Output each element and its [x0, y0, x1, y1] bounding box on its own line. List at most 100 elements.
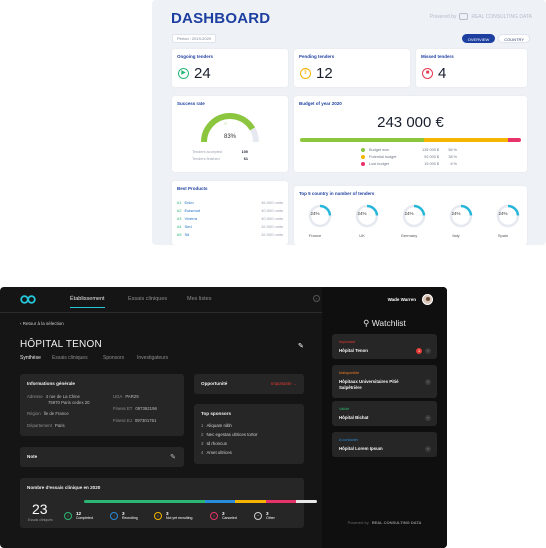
tab-overview[interactable]: OVERVIEW: [461, 34, 496, 43]
success-row: Tenders accepted 100: [192, 150, 248, 154]
nav-essais-cliniques[interactable]: Essais cliniques: [128, 296, 168, 302]
tab-essais-cliniques[interactable]: Essais cliniques: [52, 355, 88, 361]
country-name: Germany: [400, 233, 418, 238]
country-donut[interactable]: 24% Italy: [441, 201, 481, 238]
bar-segment: [296, 500, 317, 503]
watchlist-status: Indisponible: [339, 371, 360, 375]
back-link[interactable]: ‹ Retour à la sélection: [20, 321, 64, 326]
list-item[interactable]: 2 Nec egestas ultrices tortor: [201, 432, 258, 437]
view-toggle: OVERVIEW COUNTRY: [461, 34, 530, 43]
country-donut[interactable]: 24% UK: [347, 201, 387, 238]
list-item[interactable]: 1 Aliquam nibh: [201, 423, 232, 428]
watchlist-item[interactable]: Indisponible Hôpitaux Universitaires Pit…: [332, 365, 437, 398]
list-item[interactable]: #3 Viverra 40.000 units: [177, 216, 283, 221]
country-donut[interactable]: 24% Germany: [394, 201, 434, 238]
chevron-right-icon[interactable]: ›: [425, 415, 431, 421]
list-item[interactable]: #5 Sit 32.000 units: [177, 232, 283, 237]
status-recruiting[interactable]: › 3 Recruiting: [110, 511, 138, 520]
list-item[interactable]: #1 Enim 46.000 units: [177, 200, 283, 205]
watchlist-status: Validé: [339, 407, 350, 411]
note-title: Note: [27, 454, 38, 459]
country-donut[interactable]: 24% France: [300, 201, 340, 238]
top-countries-card: Top 5 country in number of tenders 24% Fr…: [294, 186, 527, 245]
watchlist-item[interactable]: Important Hôpital Tenon 1 ›: [332, 334, 437, 359]
user-menu[interactable]: Wade Warren: [388, 294, 433, 305]
user-name: Wade Warren: [387, 297, 416, 302]
period-selector[interactable]: Period : 2019-2020: [172, 34, 217, 43]
edit-icon[interactable]: ✎: [170, 454, 176, 461]
country-pct: 24%: [404, 211, 414, 216]
success-gauge: [201, 113, 259, 143]
collapse-icon[interactable]: ‹: [313, 295, 320, 302]
brand-name: REAL CONSULTING DATA: [471, 13, 532, 20]
tab-sponsors[interactable]: Sponsors: [103, 355, 125, 361]
legend-pct: 38 %: [448, 155, 457, 159]
success-row-value: 61: [243, 157, 248, 161]
success-rate-card: Success rate ○ 83% Tenders accepted 100 …: [172, 96, 288, 172]
list-item[interactable]: #4 Sed 32.000 units: [177, 224, 283, 229]
kpi-card-pending[interactable]: Pending tenders ǁ 12: [294, 49, 410, 87]
country-name: Italy: [452, 233, 460, 238]
nav-etablissement[interactable]: Établissement: [70, 296, 105, 309]
legend-label: Potential budget: [369, 155, 397, 159]
best-products-title: Best Products: [177, 186, 208, 191]
list-item[interactable]: #2 Euismod 40.000 units: [177, 208, 283, 213]
status-completed[interactable]: ✓ 12 Completed: [64, 511, 93, 520]
list-item[interactable]: 4 Amet ultrices: [201, 450, 232, 455]
watchlist-title: ⚲ Watchlist: [363, 318, 406, 328]
chevron-right-icon[interactable]: ›: [425, 446, 431, 452]
legend-dot-icon: [361, 155, 365, 159]
trials-title: Nombre d'essais clinique en 2020: [27, 485, 101, 490]
tab-synthese[interactable]: Synthèse: [20, 355, 41, 361]
uga-field: UGA PAR29: [113, 394, 139, 399]
watchlist-name: Hôpitaux Universitaires Pitié Salpêtrièr…: [339, 379, 399, 390]
powered-by: Powered by REAL CONSULTING DATA: [347, 520, 422, 525]
top-nav: Établissement Essais cliniques Mes liste…: [0, 287, 322, 313]
avatar[interactable]: [422, 294, 433, 305]
legend-value: 135 009 $: [422, 148, 439, 152]
watchlist-item[interactable]: Validé Hôpital Bichat ›: [332, 401, 437, 426]
address-field: Adresse 4 rue de La Chine: [27, 394, 80, 399]
address-line2: 75970 Paris cedex 20: [48, 400, 90, 405]
chevron-right-icon[interactable]: ›: [425, 348, 431, 354]
watchlist-status: A contacter: [339, 438, 358, 442]
legend-pct: 6 %: [450, 162, 457, 166]
opportunity-card: Opportunité Importante →: [194, 374, 304, 394]
country-donut[interactable]: 24% Spain: [488, 201, 528, 238]
kpi-label: Pending tenders: [299, 54, 335, 59]
minus-icon: −: [254, 511, 262, 520]
status-other[interactable]: − 3 Other: [254, 511, 275, 520]
tab-country[interactable]: COUNTRY: [498, 34, 530, 43]
donut-ring: [308, 204, 332, 228]
kpi-card-missed[interactable]: Missed tenders ■ 4: [416, 49, 527, 87]
top-countries-title: Top 5 country in number of tenders: [299, 191, 375, 196]
watchlist-panel: Wade Warren ⚲ Watchlist Important Hôpita…: [322, 287, 447, 548]
budget-legend-potential: Potential budget 92 000 $ 38 %: [361, 155, 457, 159]
success-row: Tenders finished 61: [192, 157, 248, 161]
chevron-right-icon[interactable]: ›: [425, 379, 431, 385]
watchlist-name: Hôpital Lorem Ipsum: [339, 446, 383, 451]
success-row-label: Tenders accepted: [192, 150, 222, 154]
status-not-yet-recruiting[interactable]: • 3 Not yet recruiting: [154, 511, 192, 520]
country-name: UK: [359, 233, 365, 238]
opportunity-link[interactable]: Importante →: [270, 381, 297, 386]
pin-icon[interactable]: ✎: [298, 343, 304, 350]
app-logo-icon[interactable]: [20, 295, 36, 304]
legend-label: Budget won: [369, 148, 390, 152]
bar-segment: [265, 500, 296, 503]
kpi-value: 24: [194, 65, 211, 82]
budget-bar: [300, 138, 521, 142]
note-card[interactable]: Note ✎: [20, 447, 184, 467]
success-row-label: Tenders finished: [192, 157, 220, 161]
kpi-label: Ongoing tenders: [177, 54, 213, 59]
opportunity-title: Opportunité: [201, 381, 228, 386]
kpi-card-ongoing[interactable]: Ongoing tenders ▶ 24: [172, 49, 288, 87]
bar-segment: [423, 138, 508, 142]
tab-investigateurs[interactable]: Investigateurs: [137, 355, 169, 361]
kpi-label: Missed tenders: [421, 54, 454, 59]
nav-mes-listes[interactable]: Mes listes: [187, 296, 212, 302]
watchlist-item[interactable]: A contacter Hôpital Lorem Ipsum ›: [332, 432, 437, 457]
department-field: Département Paris: [27, 423, 65, 428]
list-item[interactable]: 3 Id rhoncus: [201, 441, 227, 446]
status-canceled[interactable]: × 3 Canceled: [210, 511, 237, 520]
